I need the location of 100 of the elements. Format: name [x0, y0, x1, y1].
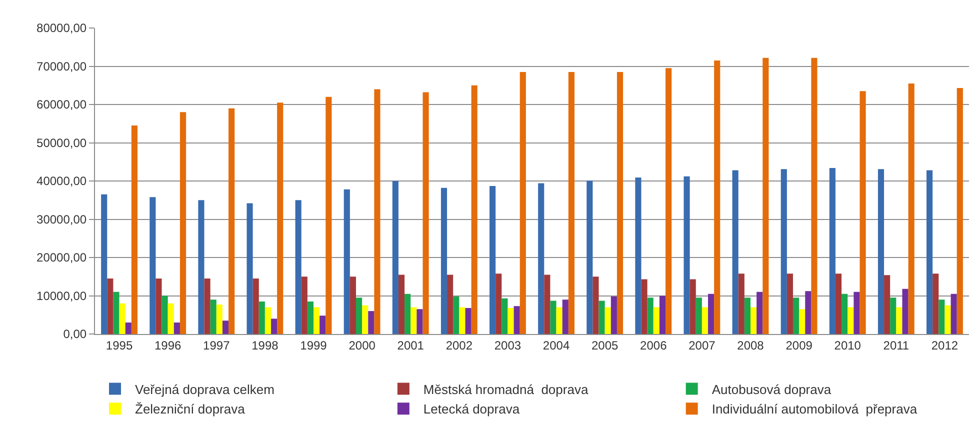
bar [410, 307, 417, 334]
legend-label: Individuální automobilová přeprava [712, 402, 918, 417]
bar [878, 169, 884, 334]
bar [714, 60, 720, 334]
bar [938, 300, 945, 334]
bar [750, 307, 757, 334]
bar [744, 298, 750, 334]
bar [932, 274, 939, 334]
x-tick-label: 1995 [106, 338, 133, 352]
bar [738, 274, 744, 334]
legend-label: Veřejná doprava celkem [135, 382, 274, 397]
bar [252, 278, 259, 334]
bar [860, 91, 866, 334]
bar [926, 170, 933, 334]
bar [854, 292, 860, 334]
bar [520, 72, 526, 334]
x-tick-label: 2001 [397, 338, 424, 352]
bar [641, 279, 648, 334]
bar [156, 278, 162, 334]
y-tick-label: 20000,00 [36, 250, 87, 265]
bar [119, 303, 126, 334]
bar [125, 322, 132, 334]
bar [944, 305, 951, 334]
bar [131, 126, 138, 334]
bar [465, 308, 472, 334]
bar [107, 278, 114, 334]
bar [556, 307, 562, 334]
legend-label: Letecká doprava [423, 402, 520, 417]
bar [453, 296, 460, 334]
bar [890, 298, 896, 334]
bar [204, 278, 210, 334]
bar [314, 307, 320, 334]
bar [696, 298, 702, 334]
y-tick-label: 50000,00 [36, 136, 87, 150]
x-tick-label: 2006 [640, 338, 668, 352]
bar [392, 181, 398, 334]
bar [592, 276, 599, 334]
bar [805, 291, 812, 334]
bar [508, 308, 514, 334]
bar [799, 309, 806, 334]
x-tick-label: 2011 [883, 338, 910, 352]
bar [422, 92, 429, 334]
bar [835, 274, 842, 334]
bar [732, 170, 738, 334]
bar [271, 318, 278, 334]
y-tick-label: 70000,00 [36, 59, 87, 74]
legend-label: Městská hromadná doprava [423, 382, 589, 397]
x-tick-label: 2002 [446, 338, 473, 352]
bar [344, 189, 350, 334]
bar [908, 83, 914, 334]
legend-label: Autobusová doprava [712, 382, 832, 397]
bar [702, 307, 708, 334]
x-tick-label: 2008 [737, 338, 764, 352]
y-tick-label: 10000,00 [36, 288, 87, 303]
bar [222, 320, 229, 334]
bar [101, 194, 108, 334]
bar [320, 316, 326, 334]
bar [416, 309, 423, 334]
x-tick-label: 2010 [834, 338, 862, 352]
x-tick-label: 1999 [300, 338, 328, 352]
bar [829, 168, 836, 334]
bar [180, 112, 186, 334]
bar [616, 72, 624, 334]
bar [647, 298, 654, 334]
bar [666, 68, 672, 334]
x-tick-label: 2003 [494, 338, 522, 352]
bar [950, 294, 957, 334]
bar [550, 300, 556, 334]
bar [168, 303, 174, 334]
bar [362, 305, 368, 334]
bar [496, 274, 502, 334]
bar [398, 274, 405, 334]
x-tick-label: 1998 [252, 338, 279, 352]
bar [356, 298, 362, 334]
x-tick-label: 2004 [542, 338, 570, 352]
bar [264, 307, 272, 334]
bar [884, 275, 890, 334]
x-tick-label: 2005 [591, 338, 618, 352]
bar [780, 169, 787, 334]
bar [514, 306, 520, 334]
bar [653, 307, 660, 334]
bar [228, 108, 235, 334]
bar [896, 307, 902, 334]
bar [307, 301, 314, 334]
x-tick-label: 1996 [154, 338, 182, 352]
bar [786, 274, 793, 334]
bar [350, 276, 356, 334]
bar [326, 96, 332, 334]
bar [198, 200, 204, 334]
y-tick-label: 60000,00 [36, 98, 87, 112]
bar [568, 72, 574, 334]
x-tick-label: 2012 [931, 338, 958, 352]
bar [762, 58, 769, 334]
bar [150, 197, 156, 334]
bar [586, 180, 593, 334]
bar [440, 188, 448, 334]
y-tick-label: 30000,00 [36, 212, 87, 226]
bar [811, 58, 818, 334]
bar [842, 294, 848, 334]
bar [544, 274, 550, 334]
